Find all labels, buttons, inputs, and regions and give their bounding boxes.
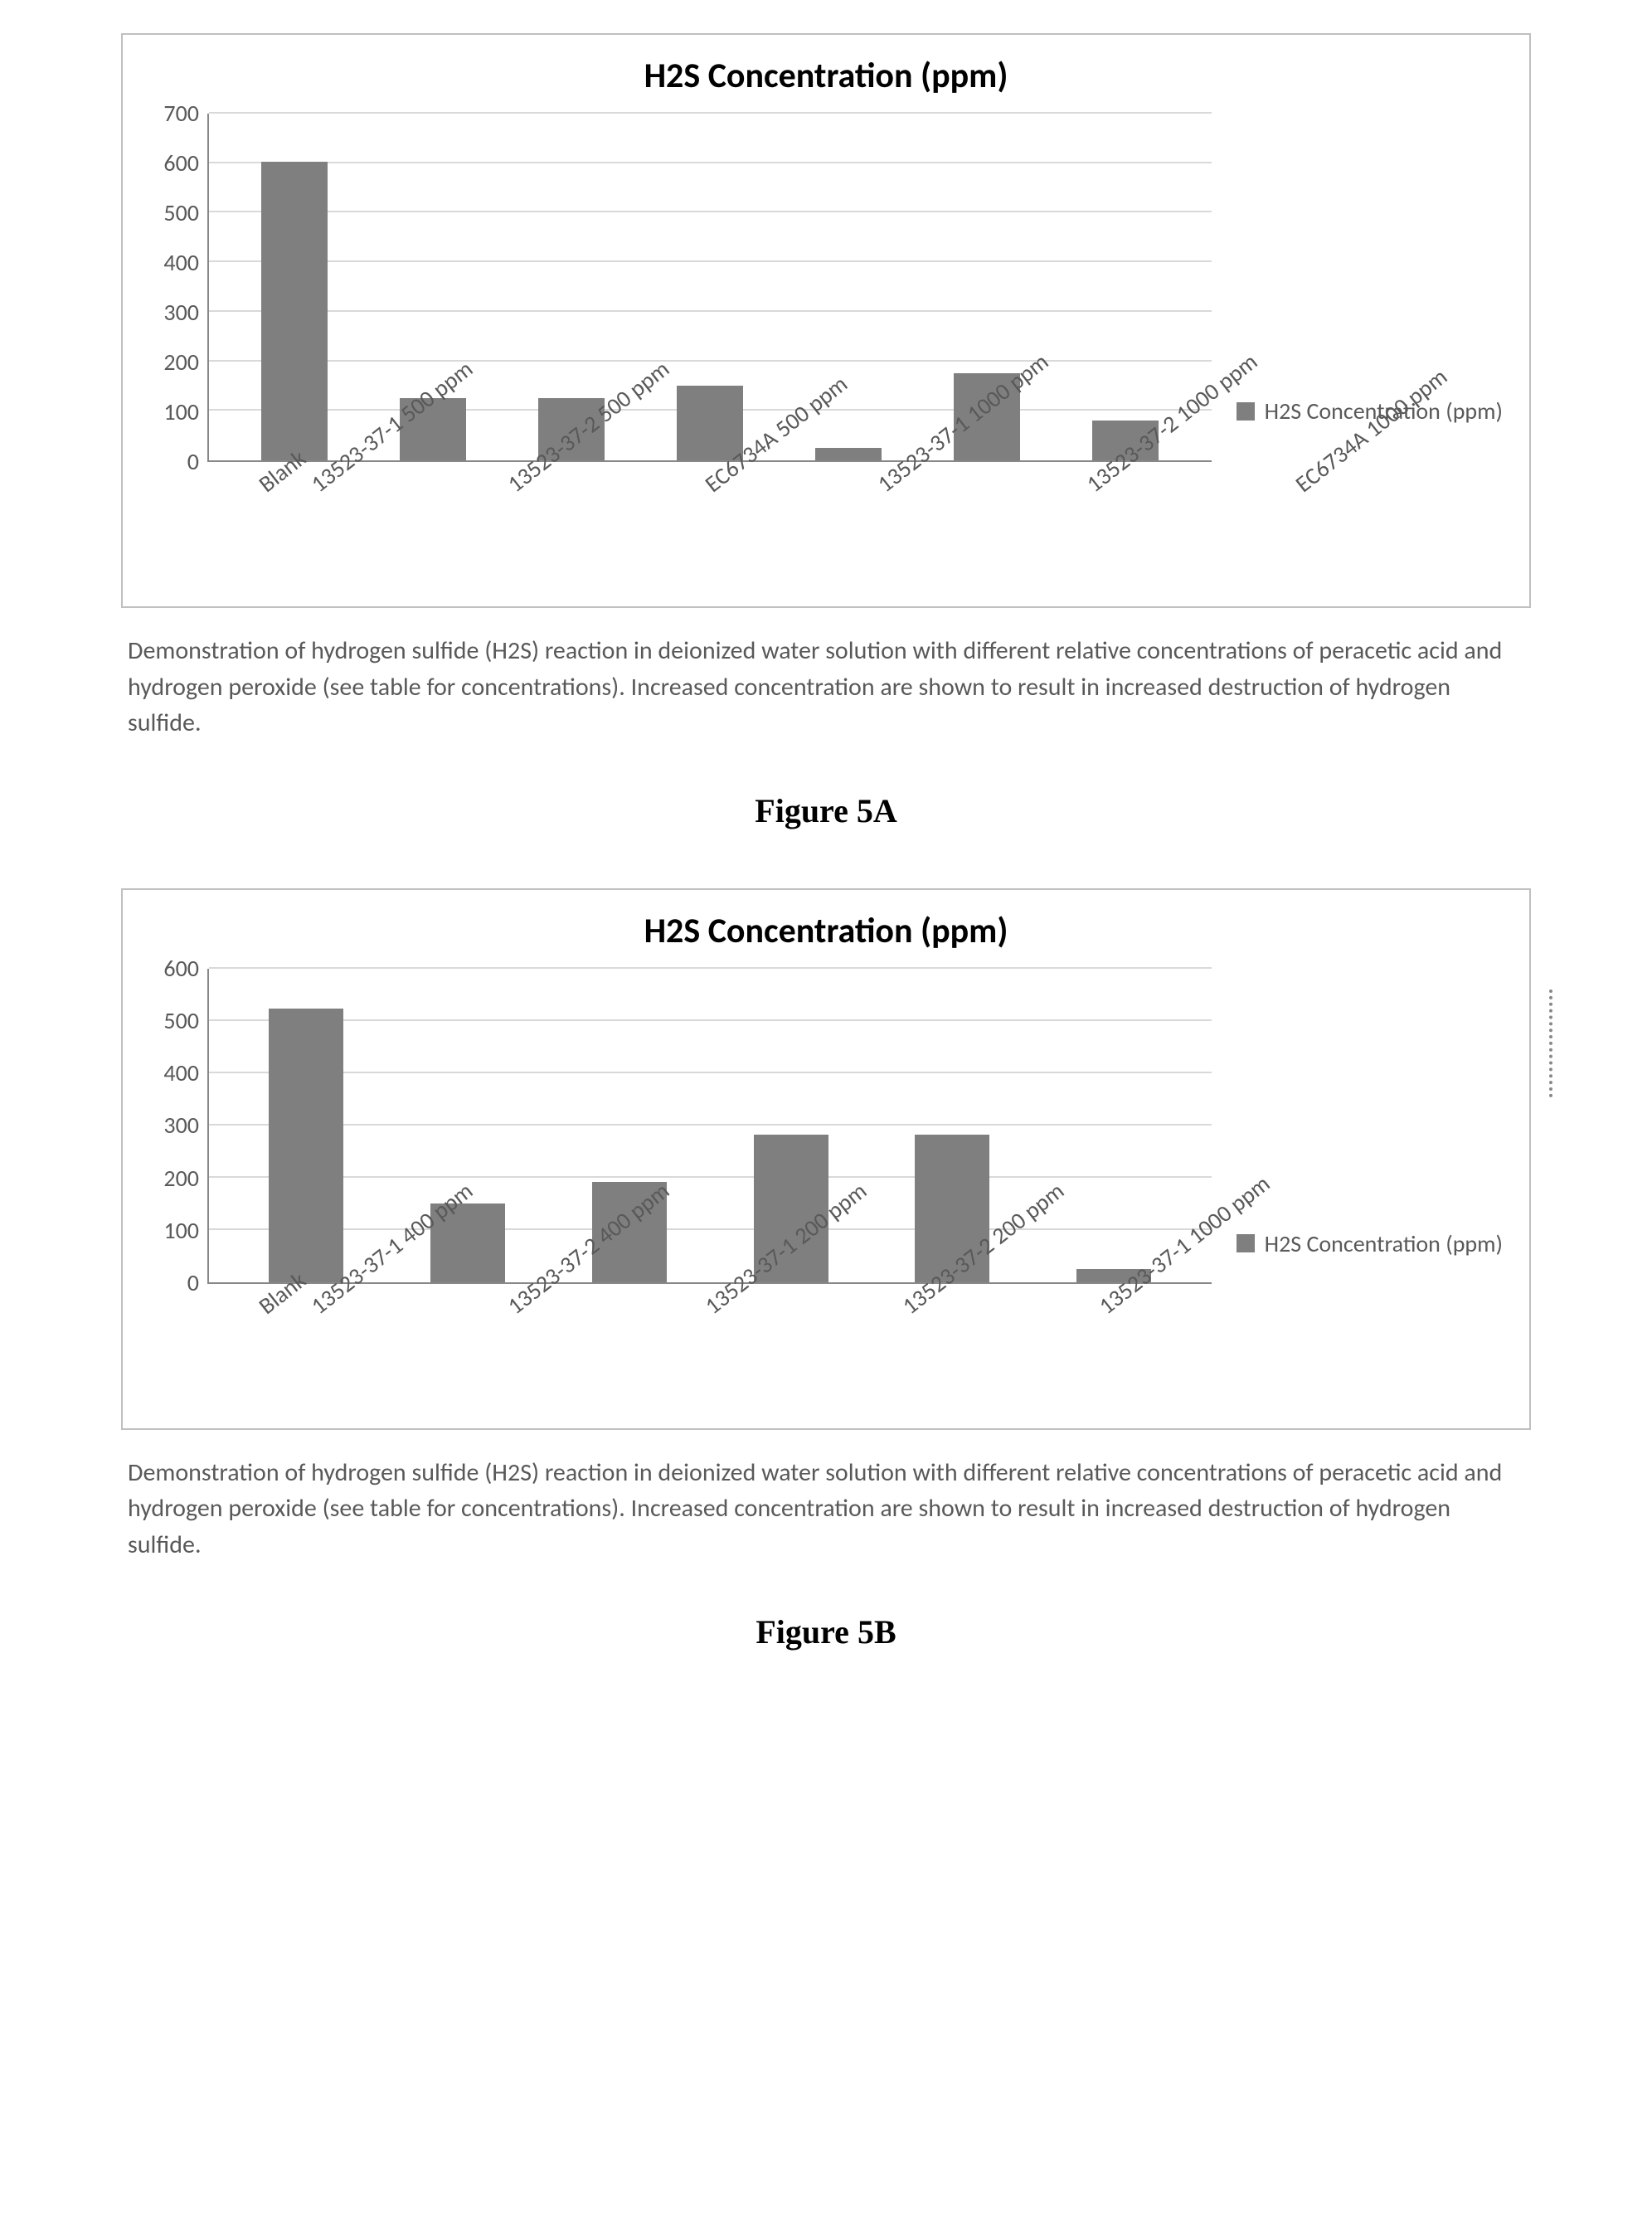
chart-a-yaxis: 0100200300400500600700 <box>149 114 207 462</box>
chart-b-xaxis: Blank13523-37-1 400 ppm13523-37-2 400 pp… <box>207 1284 1161 1408</box>
chart-b-title: H2S Concentration (ppm) <box>149 910 1503 952</box>
chart-a-xaxis: Blank13523-37-1 500 ppm13523-37-2 500 pp… <box>207 462 1186 586</box>
chart-a-title: H2S Concentration (ppm) <box>149 55 1503 97</box>
chart-b-yaxis: 0100200300400500600 <box>149 969 207 1284</box>
figure-b-label: Figure 5B <box>121 1612 1531 1651</box>
bar <box>269 1009 343 1281</box>
x-label: EC6734A 1000 ppm <box>1285 357 1503 562</box>
bar <box>261 162 328 460</box>
chart-a-container: H2S Concentration (ppm) 0100200300400500… <box>121 33 1531 608</box>
figure-a-label: Figure 5A <box>121 791 1531 830</box>
chart-b-container: H2S Concentration (ppm) 0100200300400500… <box>121 888 1531 1430</box>
dotted-marker <box>1549 990 1552 1097</box>
caption-a: Demonstration of hydrogen sulfide (H2S) … <box>128 633 1524 742</box>
caption-b: Demonstration of hydrogen sulfide (H2S) … <box>128 1455 1524 1563</box>
